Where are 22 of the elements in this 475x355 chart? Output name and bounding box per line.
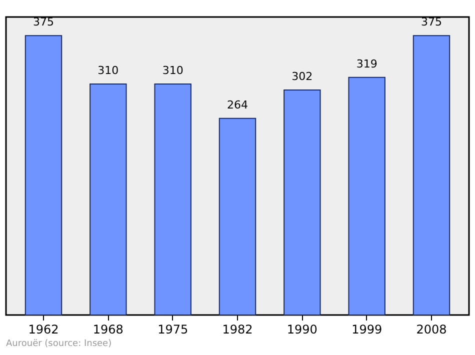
- x-tick-label: 1962: [28, 322, 59, 336]
- x-tick-label: 1982: [222, 322, 253, 336]
- data-label: 375: [33, 16, 54, 29]
- data-label: 302: [292, 70, 313, 84]
- data-label: 264: [227, 98, 248, 112]
- bar: [154, 84, 192, 316]
- x-tick-label: 1990: [286, 322, 318, 336]
- x-tick-label: 1968: [92, 322, 124, 336]
- data-label: 310: [162, 64, 184, 78]
- x-tick-label: 1975: [158, 322, 188, 336]
- x-tick-label: 1999: [352, 322, 382, 336]
- bar: [218, 118, 256, 316]
- text: Aurouër (source: Insee): [6, 339, 112, 349]
- bar: [348, 76, 386, 316]
- bar: [284, 90, 321, 316]
- bar: [90, 84, 127, 316]
- bar: [412, 35, 450, 316]
- bar: [24, 35, 62, 316]
- data-label: 319: [356, 57, 378, 70]
- x-tick-label: 2008: [416, 322, 447, 336]
- data-label: 375: [420, 16, 442, 29]
- data-label: 310: [98, 64, 119, 78]
